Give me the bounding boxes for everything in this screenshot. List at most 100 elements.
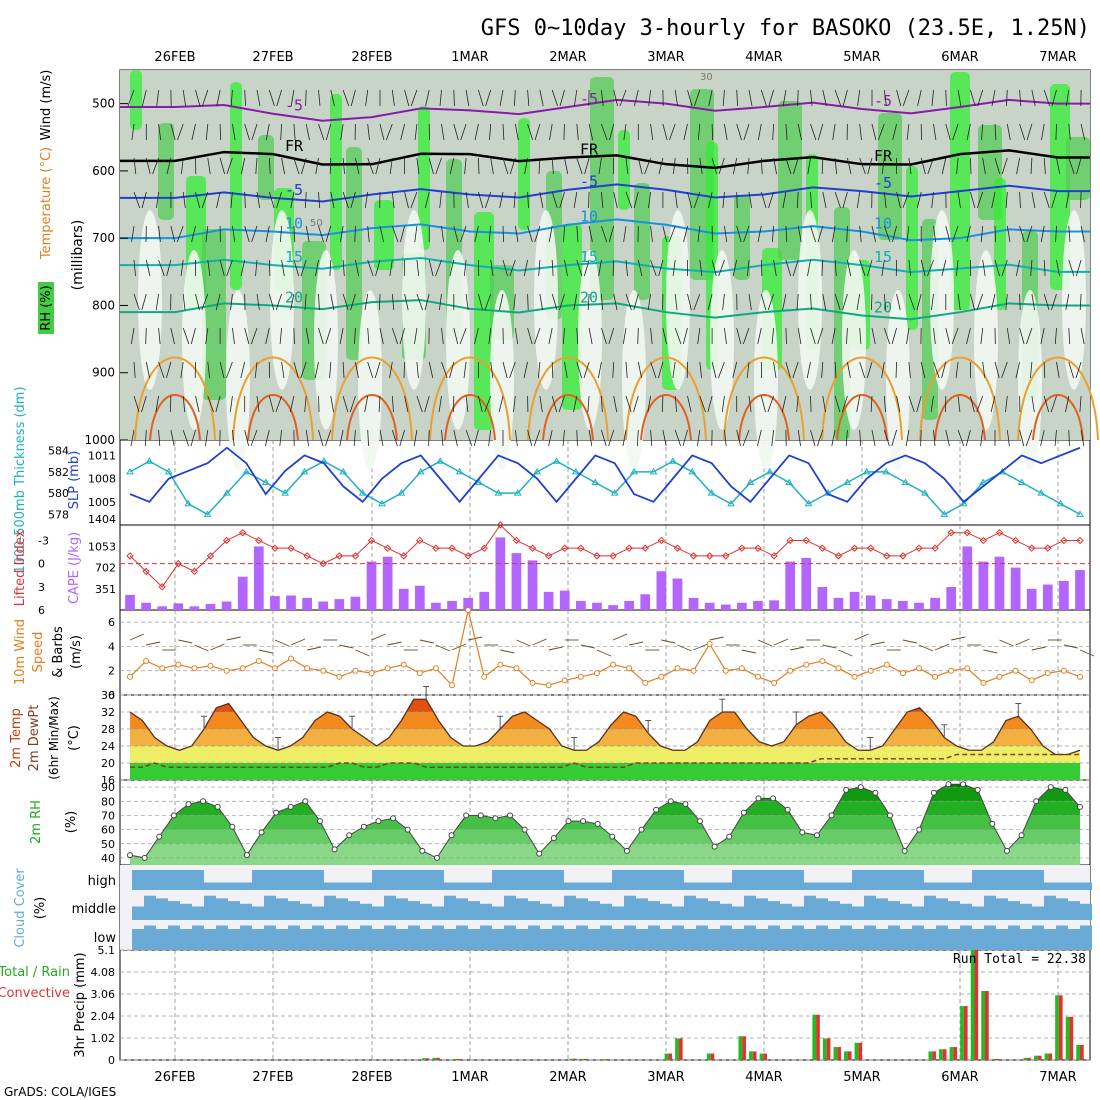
wind-barb — [748, 395, 752, 413]
wind-barb — [1080, 191, 1082, 209]
wind-speed-point — [465, 607, 472, 613]
wind-barb — [141, 395, 147, 413]
wind-barb — [580, 644, 595, 649]
wind-barb — [158, 225, 161, 243]
wind-barb — [268, 157, 271, 175]
wind-barb — [156, 89, 159, 107]
wind-barb — [453, 327, 459, 345]
precip-total-bar — [1034, 1055, 1038, 1060]
temperature-contour-30 — [1032, 394, 1084, 441]
panel-frame — [119, 609, 1091, 696]
cape-bar — [414, 585, 425, 610]
cloud-cell — [876, 870, 888, 890]
wind-barb — [980, 327, 984, 345]
wind-barb — [598, 361, 602, 379]
thickness-point — [746, 478, 755, 485]
lifted-index-point — [480, 544, 488, 552]
rh-point — [375, 818, 382, 825]
wind-barb — [256, 191, 261, 209]
wind-barb — [920, 259, 926, 277]
wind-barb — [305, 429, 309, 447]
wind-barb — [489, 123, 492, 141]
wind-barb — [350, 293, 356, 311]
precip-convective-bar — [1069, 1016, 1074, 1060]
wind-barb — [304, 395, 307, 413]
wind-barb — [551, 259, 554, 277]
date-label-bottom: 3MAR — [647, 1070, 684, 1085]
wind-barb — [847, 361, 851, 379]
wind-barb — [428, 259, 434, 277]
lifted-index-line — [129, 524, 1080, 588]
wind-barb — [133, 395, 140, 413]
li-tick-label: 3 — [38, 581, 45, 594]
wind-barb — [785, 225, 788, 243]
wind-barb — [699, 157, 703, 175]
temperature-contour-30 — [444, 394, 496, 441]
wind-barb — [391, 429, 398, 447]
lifted-index-point — [158, 583, 166, 591]
wind-barb — [1076, 157, 1082, 175]
wind-barb — [797, 327, 802, 345]
thickness-tick-label: 582 — [48, 466, 69, 479]
wind-barb — [268, 259, 271, 277]
wind-barb — [697, 123, 701, 141]
wind-barb — [847, 259, 852, 277]
cloud-cell — [192, 870, 204, 890]
wind-barb — [413, 429, 418, 447]
wind-barb — [551, 361, 554, 379]
wind-barb — [743, 225, 750, 243]
precip-convective-bar — [742, 1036, 746, 1060]
precip-convective-bar — [953, 1047, 958, 1060]
wind-barb — [957, 429, 965, 447]
rh-dry-patch — [666, 210, 690, 390]
rh-point — [872, 789, 879, 796]
wind-barb — [289, 395, 295, 413]
wind-barb — [983, 649, 998, 654]
wind-barb — [399, 327, 405, 345]
wind-barb — [404, 191, 409, 209]
wind-barb — [190, 327, 196, 345]
thickness-point — [184, 499, 193, 507]
wind-barb — [548, 327, 553, 345]
cloud-cell — [684, 929, 696, 950]
cloud-cell — [492, 906, 504, 920]
precip-tick-label: 3.06 — [91, 988, 116, 1001]
cape-bar — [1042, 584, 1053, 610]
wind-barb — [648, 89, 651, 107]
wind-barb — [757, 123, 762, 141]
wind-barb — [532, 638, 547, 646]
temperature-contour-30 — [934, 394, 986, 441]
cloud-cell — [204, 882, 216, 890]
thickness-point — [862, 467, 871, 475]
cloud-cell — [432, 906, 444, 920]
temp-axis-label: (°C) — [67, 725, 82, 751]
wind-barb — [329, 157, 332, 175]
slp-tick-label: 1008 — [88, 473, 116, 486]
cloud-cell — [816, 925, 828, 950]
lifted-index-point — [673, 544, 682, 552]
wind-barb — [453, 89, 455, 107]
lifted-index-point — [963, 529, 971, 537]
wind-barb — [564, 361, 568, 379]
wind-barb — [551, 89, 558, 107]
li-tick-label: 6 — [38, 604, 45, 617]
contour-label: FR — [285, 137, 304, 155]
wind-barb — [146, 641, 161, 646]
wind-barb — [453, 123, 459, 141]
panels-layer: 26FEB26FEB27FEB27FEB28FEB28FEB1MAR1MAR2M… — [0, 50, 1099, 1085]
wind-barb — [674, 89, 678, 107]
lifted-index-point — [271, 544, 279, 552]
wind-barb — [687, 191, 693, 209]
wind-barb — [133, 259, 136, 277]
wind-barb — [354, 327, 356, 345]
precip-convective-bar — [1037, 1055, 1042, 1060]
cloud-cell — [384, 870, 396, 890]
wind-barb — [1041, 123, 1045, 141]
precip-convective-bar — [816, 1014, 820, 1060]
wind-axis-label: (m/s) — [69, 635, 84, 669]
wind-barb — [365, 89, 369, 107]
rh-axis-label: RH (%) — [39, 285, 54, 330]
wind-speed-point — [1044, 670, 1051, 677]
wind-barb — [576, 259, 583, 277]
wind-speed-point — [432, 665, 439, 672]
